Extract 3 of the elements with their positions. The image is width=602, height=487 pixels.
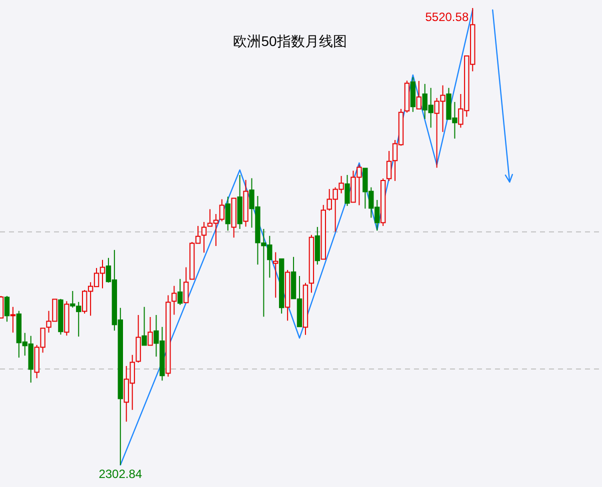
text: 欧洲50指数月线图 (233, 33, 347, 49)
text: 2302.84 (98, 467, 142, 481)
annotation: 5520.58 (425, 10, 469, 24)
